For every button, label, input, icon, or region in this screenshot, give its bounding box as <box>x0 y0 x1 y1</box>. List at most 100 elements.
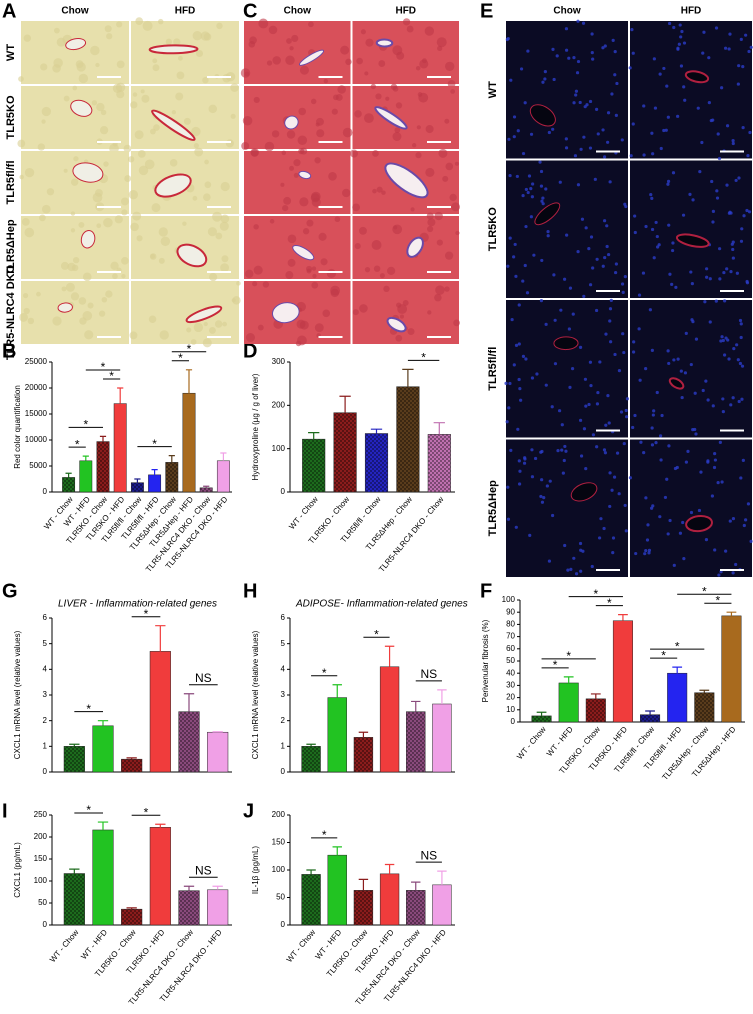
nucleus <box>538 160 542 164</box>
nucleus <box>694 337 699 341</box>
nucleus <box>518 387 522 391</box>
y-tick-label: 1 <box>43 741 48 750</box>
micrograph <box>506 439 628 577</box>
texture <box>203 193 211 202</box>
nucleus <box>596 132 600 136</box>
error-bar <box>134 478 141 483</box>
bar <box>327 697 347 773</box>
nucleus <box>602 155 607 159</box>
nucleus <box>693 391 697 395</box>
texture <box>331 108 338 115</box>
texture <box>63 168 68 173</box>
texture <box>395 334 403 342</box>
bar <box>148 474 162 493</box>
nucleus <box>543 70 547 74</box>
texture <box>410 207 415 212</box>
nucleus <box>541 196 545 200</box>
nucleus <box>679 369 683 373</box>
significance-label: * <box>109 369 114 383</box>
nucleus <box>701 51 705 55</box>
texture <box>455 230 460 236</box>
texture <box>204 159 209 165</box>
nucleus <box>613 352 617 357</box>
texture <box>24 167 35 178</box>
error-bar <box>384 645 395 667</box>
bar <box>301 874 321 926</box>
texture <box>153 124 160 131</box>
significance-label: * <box>86 803 91 817</box>
nucleus <box>508 381 512 386</box>
nucleus <box>652 409 656 413</box>
nucleus <box>720 480 724 484</box>
nucleus <box>591 266 595 270</box>
bar <box>130 482 144 493</box>
significance-label: * <box>716 593 721 607</box>
texture <box>177 55 183 61</box>
texture <box>220 181 230 192</box>
texture <box>73 156 79 162</box>
column-header: HFD <box>395 6 416 17</box>
nucleus <box>609 298 613 302</box>
texture <box>136 235 143 242</box>
nucleus <box>508 236 512 240</box>
texture <box>128 189 139 200</box>
texture <box>190 339 197 345</box>
texture <box>100 109 107 116</box>
texture <box>200 31 210 41</box>
texture <box>264 141 275 152</box>
texture <box>289 46 294 51</box>
texture <box>132 211 142 221</box>
y-tick-label: 0 <box>511 717 516 726</box>
nucleus <box>604 423 608 427</box>
texture <box>158 227 168 237</box>
bar <box>721 615 742 723</box>
nucleus <box>524 224 528 229</box>
nucleus <box>664 128 668 132</box>
y-tick-label: 30 <box>506 681 515 690</box>
nucleus <box>683 98 687 102</box>
nucleus <box>725 124 730 128</box>
nucleus <box>652 256 656 260</box>
vessel <box>534 202 561 226</box>
nucleus <box>555 54 559 58</box>
nucleus <box>732 346 736 351</box>
nucleus <box>507 406 511 410</box>
column-header: Chow <box>284 6 311 17</box>
nucleus <box>662 128 666 133</box>
nucleus <box>728 210 732 214</box>
nucleus <box>588 146 593 150</box>
texture <box>214 320 223 328</box>
texture <box>169 159 178 167</box>
y-axis-label: CXCL1 (pg/mL) <box>13 842 22 898</box>
nucleus <box>608 180 612 184</box>
nucleus <box>547 130 551 135</box>
nucleus <box>540 199 544 203</box>
vessel <box>292 244 315 261</box>
texture <box>445 162 454 171</box>
nucleus <box>565 233 569 237</box>
nucleus <box>562 458 566 463</box>
texture <box>266 60 273 66</box>
nucleus <box>725 267 729 271</box>
vessel <box>284 115 299 130</box>
nucleus <box>564 27 569 31</box>
texture <box>150 128 156 135</box>
texture <box>137 150 146 158</box>
texture <box>82 272 92 282</box>
y-axis-label: CXCL1 mRNA level (relative values) <box>13 630 22 759</box>
nucleus <box>734 178 738 183</box>
nucleus <box>608 504 612 509</box>
texture <box>90 45 100 56</box>
nucleus <box>566 568 570 572</box>
error-bar <box>155 625 166 652</box>
nucleus <box>704 379 708 383</box>
vessel <box>675 233 710 248</box>
error-bar <box>69 868 80 874</box>
texture <box>396 302 402 308</box>
nucleus <box>623 503 627 508</box>
nucleus <box>574 572 579 576</box>
texture <box>225 139 234 148</box>
significance-label: * <box>553 658 558 672</box>
texture <box>293 172 299 178</box>
